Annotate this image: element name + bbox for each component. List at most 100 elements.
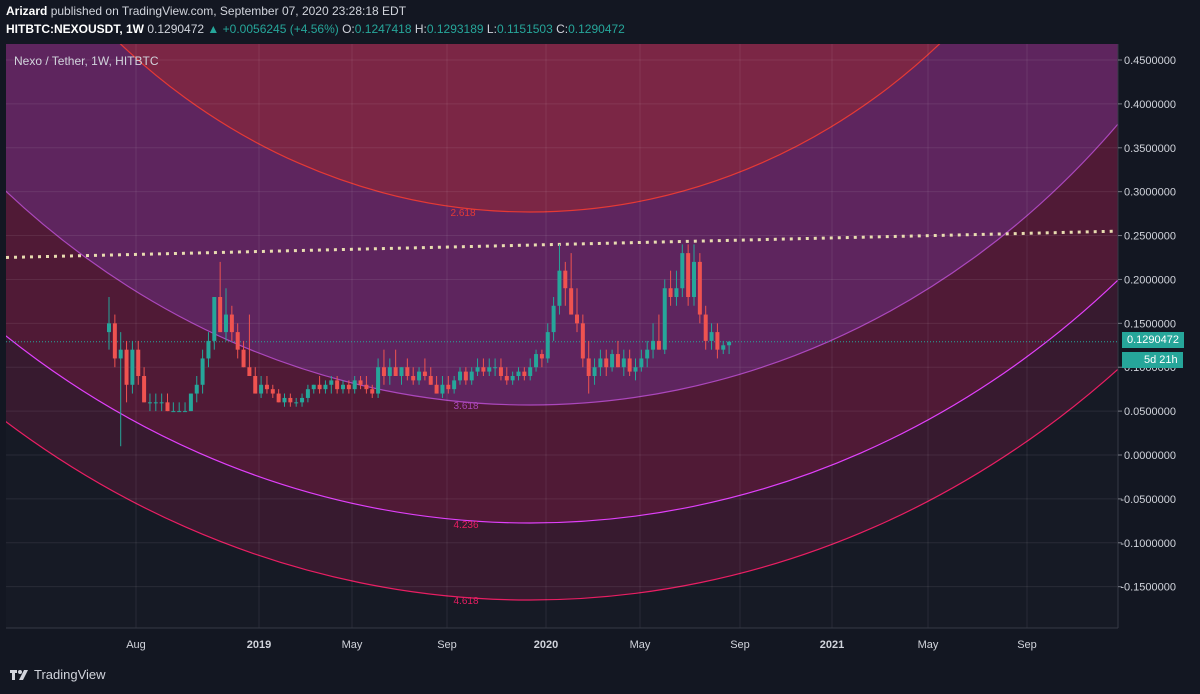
candle-body (323, 384, 328, 390)
open-value: 0.1247418 (354, 22, 412, 36)
candle-body (282, 397, 287, 403)
candle-body (393, 367, 398, 376)
candle-body (270, 389, 275, 394)
candle-body (329, 380, 334, 385)
candle-body (241, 349, 246, 368)
candle-body (656, 340, 661, 350)
fib-label: 2.618 (450, 208, 475, 219)
time-tick-label: Sep (437, 639, 457, 651)
candle-body (124, 349, 129, 385)
time-tick-label: Sep (730, 639, 750, 651)
candle-body (229, 314, 234, 333)
price-tick-label: -0.1000000 (1120, 538, 1176, 550)
time-tick-label: May (630, 639, 651, 651)
time-tick-label: Aug (126, 639, 146, 651)
candle-body (604, 358, 609, 368)
fib-arc-2.618 (119, 44, 941, 213)
author-name[interactable]: Arizard (6, 4, 48, 18)
candle-body (458, 371, 462, 381)
time-axis-panel (0, 628, 1200, 658)
candle-body (516, 371, 521, 376)
candle-body (557, 270, 562, 306)
tradingview-logo-icon (10, 669, 28, 680)
candle-body (376, 367, 381, 394)
candle-body (364, 384, 369, 390)
candle-body (212, 297, 217, 341)
price-tick-label: 0.1500000 (1124, 318, 1176, 330)
candle-body (463, 371, 468, 381)
high-label: H: (414, 22, 427, 36)
candle-body (387, 367, 392, 376)
candle-body (680, 253, 685, 289)
candle-body (381, 367, 386, 376)
price-tick-label: 0.2000000 (1124, 274, 1176, 286)
price-tick-label: -0.1500000 (1120, 582, 1176, 594)
candle-body (598, 358, 603, 368)
candle-body (305, 389, 310, 398)
time-tick-label: May (918, 639, 939, 651)
fib-arc-4.618 (6, 44, 1118, 601)
candle-body (218, 297, 223, 333)
candle-body (534, 354, 539, 368)
candle-body (545, 332, 550, 359)
price-tick-label: 0.0000000 (1124, 450, 1176, 462)
candle-body (727, 341, 732, 346)
candle-body (452, 380, 457, 390)
candle-body (235, 332, 240, 350)
candle-body (107, 323, 111, 333)
candle-body (159, 402, 164, 404)
time-tick-label: Sep (1017, 639, 1037, 651)
candle-body (662, 288, 667, 350)
candle-body (276, 393, 281, 403)
last-price: 0.1290472 (147, 22, 205, 36)
price-change: +0.0056245 (+4.56%) (222, 22, 339, 36)
candle-body (317, 384, 322, 390)
candle-body (481, 367, 486, 372)
candle-body (487, 367, 492, 372)
fib-arc-3.618 (6, 44, 1118, 406)
up-arrow-icon: ▲ (207, 22, 220, 36)
candle-body (188, 393, 193, 412)
candle-body (417, 371, 422, 381)
symbol-label: HITBTC:NEXOUSDT, 1W (6, 22, 144, 36)
publish-header: Arizard published on TradingView.com, Se… (6, 4, 406, 18)
price-tick-label: 0.3000000 (1124, 187, 1176, 199)
candle-body (610, 354, 615, 368)
countdown-tag: 5d 21h (1122, 352, 1183, 368)
footer-brand[interactable]: TradingView (10, 667, 106, 682)
candle-body (405, 367, 410, 376)
candle-body (498, 367, 503, 376)
candle-body (686, 253, 691, 297)
candle-body (493, 367, 498, 369)
time-tick-label: 2021 (820, 639, 844, 651)
candle-body (651, 340, 656, 350)
candle-body (335, 380, 340, 390)
fib-label: 3.618 (453, 401, 478, 412)
candle-body (142, 376, 147, 403)
candle-body (539, 354, 544, 359)
fib-label: 4.618 (453, 596, 478, 607)
candle-body (224, 314, 228, 333)
low-label: L: (486, 22, 497, 36)
candle-body (259, 384, 264, 394)
candle-body (721, 345, 726, 350)
candle-body (709, 332, 714, 341)
candle-body (130, 349, 135, 385)
candle-body (504, 376, 509, 381)
candle-body (200, 358, 205, 385)
candle-body (668, 288, 673, 297)
candle-body (528, 367, 533, 376)
candle-body (446, 384, 451, 390)
candle-body (475, 367, 480, 372)
close-value: 0.1290472 (568, 22, 625, 36)
series-legend[interactable]: Nexo / Tether, 1W, HITBTC (14, 54, 159, 68)
resistance-line (5, 229, 1119, 259)
candle-body (697, 261, 702, 315)
candle-body (370, 389, 375, 394)
candle-body (411, 376, 416, 381)
candle-body (264, 384, 269, 390)
candle-body (674, 288, 679, 297)
price-tick-label: 0.2500000 (1124, 231, 1176, 243)
time-tick-label: May (342, 639, 363, 651)
